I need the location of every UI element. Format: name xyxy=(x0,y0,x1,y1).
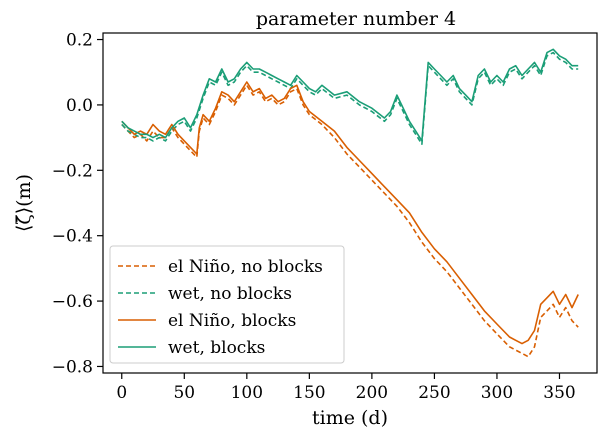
x-tick-label: 250 xyxy=(418,383,450,403)
series-layer xyxy=(121,48,579,358)
y-tick-label: −0.8 xyxy=(52,357,93,377)
y-tick-label: 0.0 xyxy=(66,96,93,116)
y-axis-label: ⟨ζ̄⟩(m) xyxy=(13,174,35,232)
series-line-3 xyxy=(121,81,579,345)
plot-frame xyxy=(102,32,598,374)
y-axis: 0.2 0.0 −0.2 −0.4 −0.6 −0.8 xyxy=(52,31,103,377)
x-tick-label: 0 xyxy=(116,383,127,403)
y-tick-label: −0.2 xyxy=(52,161,93,181)
x-tick-label: 100 xyxy=(231,383,263,403)
series-line-1 xyxy=(121,84,579,358)
legend-entry: wet, no blocks xyxy=(168,284,292,304)
legend-entry: el Niño, blocks xyxy=(168,311,296,331)
x-tick-label: 200 xyxy=(356,383,388,403)
x-tick-label: 150 xyxy=(293,383,325,403)
x-axis-label: time (d) xyxy=(312,407,388,429)
chart-title: parameter number 4 xyxy=(256,8,456,30)
y-tick-label: −0.6 xyxy=(52,292,93,312)
legend: el Niño, no blocks wet, no blocks el Niño,… xyxy=(109,245,345,364)
x-tick-label: 50 xyxy=(173,383,195,403)
legend-box xyxy=(109,245,345,364)
y-tick-label: 0.2 xyxy=(66,31,93,51)
x-axis: 0 50 100 150 200 250 300 350 xyxy=(116,373,576,403)
x-tick-label: 300 xyxy=(481,383,513,403)
x-tick-label: 350 xyxy=(543,383,575,403)
series-line-2 xyxy=(121,51,579,145)
y-tick-label: −0.4 xyxy=(52,227,93,247)
legend-entry: wet, blocks xyxy=(168,338,265,358)
series-line-4 xyxy=(121,48,579,142)
legend-entry: el Niño, no blocks xyxy=(168,257,323,277)
